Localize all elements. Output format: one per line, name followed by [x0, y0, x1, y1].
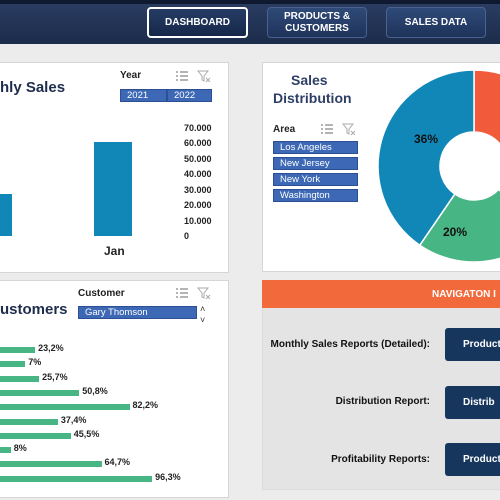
top-nav-shade — [0, 0, 500, 4]
multi-select-icon[interactable] — [175, 287, 189, 299]
pie-label-36: 36% — [414, 132, 438, 146]
monthly-sales-title: hly Sales — [0, 79, 66, 96]
customer-bar-label: 64,7% — [104, 457, 131, 468]
year-option-2021[interactable]: 2021 — [120, 89, 167, 102]
products-label-line1: PRODUCTS & — [283, 10, 351, 22]
customer-bar-label: 37,4% — [60, 414, 87, 425]
products-customers-button[interactable]: PRODUCTS & CUSTOMERS — [267, 7, 367, 38]
customer-bar — [0, 461, 102, 468]
customer-bar — [0, 475, 153, 482]
customer-bar-label: 96,3% — [155, 471, 181, 482]
pie-label-20: 20% — [443, 225, 467, 239]
nav-label-profitability: Profitability Reports: — [331, 454, 430, 465]
scroll-up-icon[interactable]: ˄ — [200, 304, 206, 314]
area-option-new-york[interactable]: New York — [273, 173, 358, 186]
sales-data-label: SALES DATA — [404, 16, 468, 28]
customer-bar — [0, 347, 36, 353]
y-tick-label: 60.000 — [184, 138, 212, 149]
multi-select-icon[interactable] — [175, 70, 189, 82]
y-tick-label: 20.000 — [184, 200, 212, 211]
y-tick-label: 50.000 — [184, 153, 212, 164]
y-tick-label: 10.000 — [184, 215, 212, 226]
year-slicer-header: Year — [120, 70, 142, 81]
customer-bar-label: 82,2% — [132, 400, 159, 411]
nav-button-product-1[interactable]: Product — [445, 328, 500, 361]
y-tick-label: 40.000 — [184, 169, 212, 180]
area-option-los-angeles[interactable]: Los Angeles — [273, 141, 358, 154]
customer-bar — [0, 418, 58, 425]
navigation-header: NAVIGATON I — [262, 280, 500, 308]
area-option-new-jersey[interactable]: New Jersey — [273, 157, 358, 170]
year-option-2022[interactable]: 2022 — [167, 89, 212, 102]
products-label-line2: CUSTOMERS — [285, 22, 349, 34]
customer-bar-label: 25,7% — [42, 371, 68, 382]
clear-filter-icon[interactable] — [342, 123, 356, 135]
y-tick-label: 30.000 — [184, 184, 212, 195]
customer-option-selected[interactable]: Gary Thomson — [78, 306, 197, 319]
y-tick-label: 70.000 — [184, 123, 212, 133]
donut-slices — [377, 69, 500, 263]
y-tick-label: 0 — [184, 231, 190, 241]
customer-bar — [0, 447, 11, 454]
pie-slice — [377, 69, 475, 247]
clear-filter-icon[interactable] — [197, 287, 211, 299]
area-slicer-header: Area — [273, 124, 296, 135]
nav-label-distribution: Distribution Report: — [335, 396, 430, 407]
customer-bar-label: 45,5% — [73, 428, 100, 439]
area-option-washington[interactable]: Washington — [273, 189, 358, 202]
nav-button-distribution[interactable]: Distrib — [445, 386, 500, 419]
customer-bar — [0, 404, 130, 411]
sales-bar — [94, 141, 132, 236]
distribution-title-line2: Distribution — [273, 90, 352, 106]
customer-bar-label: 50,8% — [82, 385, 108, 396]
sales-bar — [0, 194, 12, 236]
dashboard-button[interactable]: DASHBOARD — [147, 7, 248, 38]
customers-title: ustomers — [0, 301, 68, 318]
clear-filter-icon[interactable] — [197, 70, 211, 82]
customer-bar — [0, 432, 71, 439]
donut-chart: 36% 20% — [377, 69, 500, 263]
customer-bar-label: 23,2% — [38, 343, 64, 353]
distribution-title-line1: Sales — [291, 72, 328, 88]
x-category-label: Jan — [104, 244, 125, 258]
nav-button-product-2[interactable]: Product — [445, 443, 500, 476]
customer-bar — [0, 375, 40, 382]
customer-bar — [0, 389, 80, 396]
customer-bar — [0, 361, 26, 368]
sales-data-button[interactable]: SALES DATA — [386, 7, 486, 38]
nav-label-monthly-sales: Monthly Sales Reports (Detailed): — [270, 339, 430, 350]
dashboard-label: DASHBOARD — [165, 16, 230, 28]
customer-slicer-header: Customer — [78, 288, 125, 299]
multi-select-icon[interactable] — [320, 123, 334, 135]
customer-bar-label: 8% — [13, 443, 27, 454]
customer-bar-label: 7% — [28, 357, 42, 368]
pie-slice — [473, 69, 500, 146]
pie-slice — [418, 188, 500, 263]
scroll-down-icon[interactable]: ˅ — [200, 315, 206, 325]
